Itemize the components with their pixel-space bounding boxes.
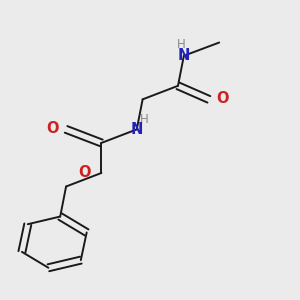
Text: N: N xyxy=(130,122,143,137)
Text: O: O xyxy=(216,91,229,106)
Text: N: N xyxy=(178,48,190,63)
Text: H: H xyxy=(140,113,149,127)
Text: H: H xyxy=(177,38,186,51)
Text: O: O xyxy=(79,166,91,181)
Text: O: O xyxy=(46,121,59,136)
